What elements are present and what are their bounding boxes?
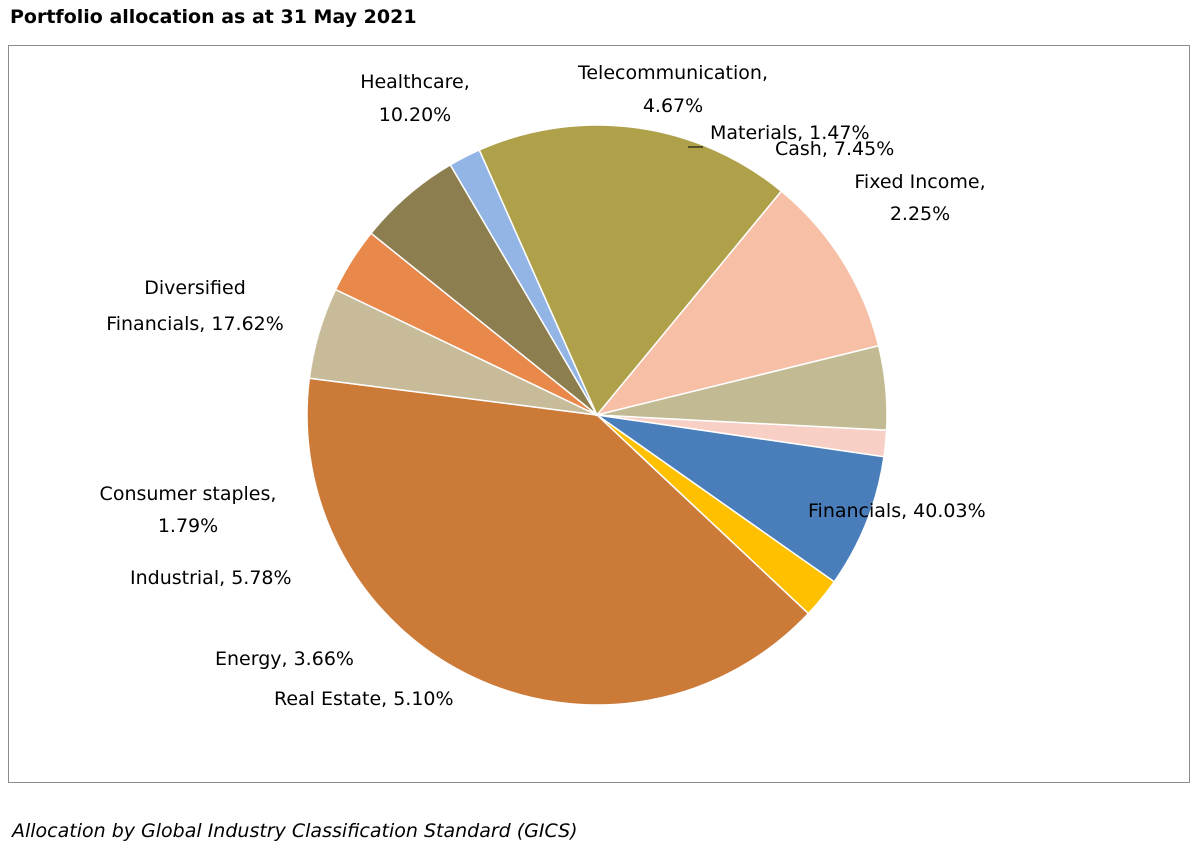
pie-slices [306,124,888,706]
label-consumer-staples-line1: Consumer staples, [100,483,277,505]
label-diversified-line2: Financials, 17.62% [106,313,284,335]
pie-labels: Materials, 1.47% Cash, 7.45% Fixed Incom… [100,62,986,710]
label-healthcare-line2: 10.20% [379,104,451,126]
pie-slice-healthcare [594,190,880,417]
pie-slice-financials [306,377,810,706]
page-title: Portfolio allocation as at 31 May 2021 [10,6,417,28]
chart-caption: Allocation by Global Industry Classifica… [12,820,578,842]
label-materials: Materials, 1.47% [710,122,870,144]
label-real-estate: Real Estate, 5.10% [274,688,454,710]
pie-slice-diversified-financials [478,124,783,417]
label-industrial: Industrial, 5.78% [130,567,292,589]
pie-slice-telecommunication [596,344,888,431]
label-telecom-line2: 4.67% [643,95,703,117]
label-energy: Energy, 3.66% [215,648,354,670]
label-financials: Financials, 40.03% [808,500,986,522]
label-consumer-staples-line2: 1.79% [158,515,218,537]
label-fixed-income-line1: Fixed Income, [854,171,985,193]
label-healthcare-line1: Healthcare, [360,71,470,93]
label-telecom-line1: Telecommunication, [577,62,768,84]
label-diversified-line1: Diversified [144,277,246,299]
label-fixed-income-line2: 2.25% [890,203,950,225]
label-cash: Cash, 7.45% [775,138,894,160]
pie-slice-cash [596,414,885,583]
